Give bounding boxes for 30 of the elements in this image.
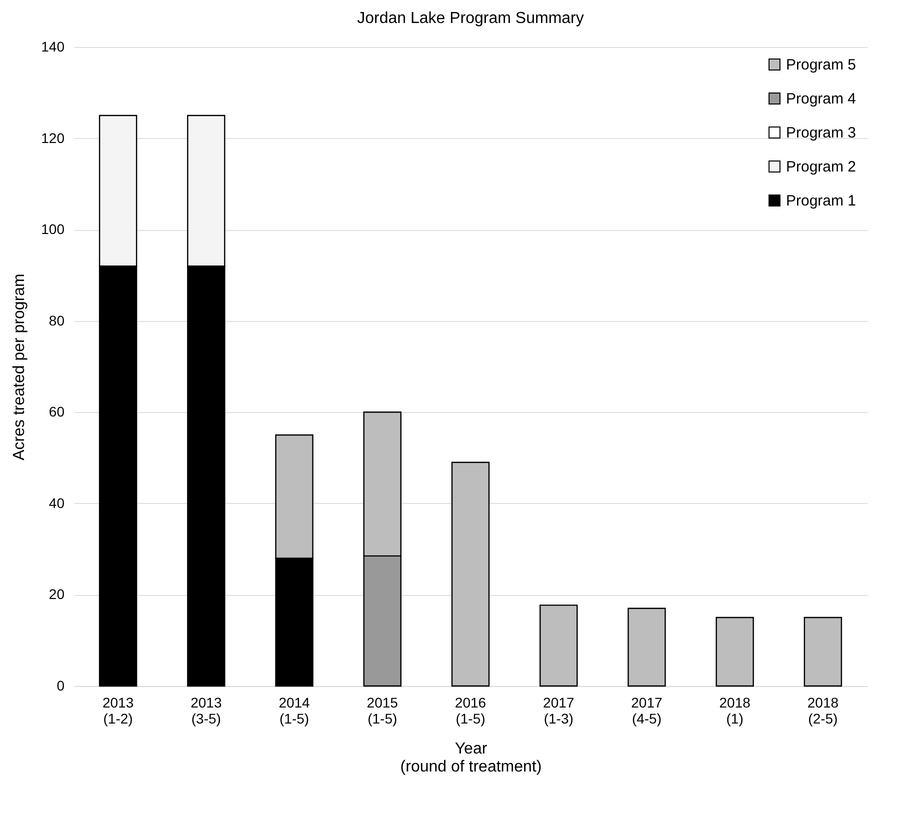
y-tick-label: 0 — [56, 678, 65, 694]
y-tick-label: 120 — [41, 130, 65, 146]
legend-label: Program 3 — [786, 124, 856, 142]
x-tick-label: 2017 (4-5) — [631, 694, 663, 726]
x-tick-label: 2018 (2-5) — [807, 694, 839, 726]
chart-title: Jordan Lake Program Summary — [357, 10, 584, 27]
legend-label: Program 2 — [786, 158, 856, 176]
x-tick-label: 2017 (1-3) — [543, 694, 574, 726]
y-tick-label: 100 — [41, 221, 65, 238]
legend-label: Program 1 — [786, 192, 856, 210]
bar — [804, 616, 842, 687]
y-tick-label: 40 — [48, 494, 65, 511]
x-tick-label: 2013 (1-2) — [102, 694, 134, 726]
bar — [716, 616, 754, 687]
x-tick-label: 2018 (1) — [719, 694, 751, 726]
x-tick-label: 2015 (1-5) — [366, 694, 398, 726]
x-axis-title: Year (round of treatment) — [400, 740, 542, 776]
y-tick-label: 60 — [48, 404, 65, 420]
x-tick-label: 2014 (1-5) — [278, 694, 310, 726]
y-tick-label: 20 — [48, 586, 65, 602]
y-tick-label: 80 — [48, 312, 65, 328]
x-tick-label: 2013 (3-5) — [190, 694, 222, 726]
bar — [628, 608, 666, 687]
legend-label: Program 5 — [786, 56, 856, 74]
bar — [451, 462, 490, 687]
x-tick-label: 2016 (1-5) — [454, 694, 486, 726]
y-tick-label: 140 — [41, 38, 65, 54]
legend-label: Program 4 — [786, 90, 856, 108]
bar — [540, 604, 578, 687]
y-axis-title: Acres treated per program — [11, 274, 28, 460]
